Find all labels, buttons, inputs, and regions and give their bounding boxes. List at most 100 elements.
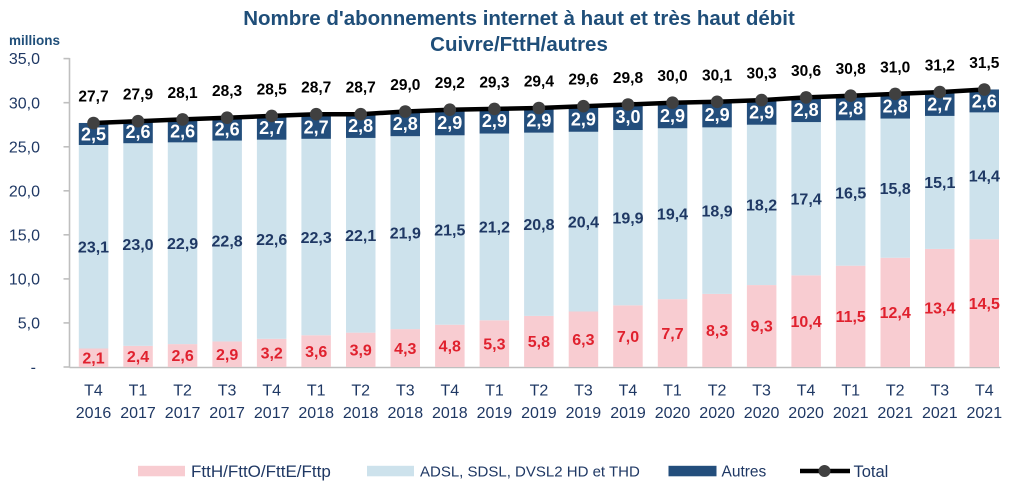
svg-text:T1: T1 [307,383,326,400]
svg-text:4,8: 4,8 [439,339,461,356]
svg-text:T4: T4 [262,383,281,400]
svg-text:T2: T2 [886,383,905,400]
svg-text:2,8: 2,8 [838,98,863,118]
svg-text:T1: T1 [841,383,860,400]
svg-text:31,0: 31,0 [880,59,910,76]
svg-text:29,8: 29,8 [613,70,644,87]
svg-text:8,3: 8,3 [706,323,728,340]
svg-text:20,8: 20,8 [523,217,554,234]
svg-text:18,2: 18,2 [746,198,777,215]
svg-text:2020: 2020 [744,405,780,422]
svg-text:2017: 2017 [120,405,156,422]
svg-text:2,4: 2,4 [127,349,149,366]
svg-text:15,1: 15,1 [924,175,955,192]
svg-text:2019: 2019 [566,405,602,422]
svg-text:14,4: 14,4 [969,169,1000,186]
svg-text:6,3: 6,3 [572,332,594,349]
svg-text:30,8: 30,8 [836,61,867,78]
svg-text:2,9: 2,9 [437,113,462,133]
svg-text:19,4: 19,4 [657,206,688,223]
svg-text:29,0: 29,0 [390,77,420,94]
svg-text:2,8: 2,8 [393,114,418,134]
svg-text:2,6: 2,6 [125,122,150,142]
svg-text:30,3: 30,3 [747,66,778,83]
svg-text:30,6: 30,6 [791,63,822,80]
svg-text:2,9: 2,9 [749,102,774,122]
svg-text:T4: T4 [84,383,103,400]
svg-text:27,7: 27,7 [78,89,108,106]
svg-text:28,1: 28,1 [168,85,199,102]
svg-text:7,7: 7,7 [661,326,683,343]
svg-text:27,9: 27,9 [123,87,154,104]
svg-text:2017: 2017 [209,405,245,422]
svg-text:2,6: 2,6 [170,121,195,141]
svg-text:2017: 2017 [254,405,290,422]
svg-text:3,0: 3,0 [615,107,640,127]
svg-text:22,6: 22,6 [256,232,287,249]
svg-text:T4: T4 [440,383,459,400]
svg-text:2021: 2021 [967,405,1003,422]
svg-text:ADSL, SDSL, DVSL2 HD et THD: ADSL, SDSL, DVSL2 HD et THD [420,463,640,480]
svg-text:2018: 2018 [432,405,468,422]
svg-text:T2: T2 [530,383,549,400]
svg-text:2,8: 2,8 [883,97,908,117]
svg-text:14,5: 14,5 [969,296,1000,313]
svg-text:22,8: 22,8 [212,234,243,251]
svg-text:22,9: 22,9 [167,236,198,253]
svg-text:17,4: 17,4 [791,191,822,208]
svg-text:2,9: 2,9 [705,105,730,125]
svg-text:T4: T4 [619,383,638,400]
svg-text:-: - [31,360,36,377]
svg-text:22,3: 22,3 [301,230,332,247]
svg-text:28,7: 28,7 [301,80,331,97]
svg-text:2020: 2020 [655,405,691,422]
svg-text:31,2: 31,2 [925,58,955,75]
svg-text:31,5: 31,5 [969,55,1000,72]
svg-text:5,0: 5,0 [18,316,40,333]
svg-text:2020: 2020 [699,405,735,422]
svg-text:2,6: 2,6 [171,348,193,365]
svg-text:29,2: 29,2 [435,75,465,92]
svg-text:T1: T1 [129,383,148,400]
svg-text:2,1: 2,1 [82,350,104,367]
svg-text:20,0: 20,0 [9,183,40,200]
svg-text:T3: T3 [396,383,415,400]
svg-text:22,1: 22,1 [345,228,376,245]
svg-text:T2: T2 [173,383,192,400]
svg-text:2021: 2021 [833,405,869,422]
svg-text:21,9: 21,9 [390,225,421,242]
svg-text:2,9: 2,9 [571,109,596,129]
svg-text:29,3: 29,3 [479,74,510,91]
svg-text:9,3: 9,3 [750,319,772,336]
svg-text:10,0: 10,0 [9,272,40,289]
svg-text:T2: T2 [708,383,727,400]
svg-text:2,9: 2,9 [526,110,551,130]
svg-text:18,9: 18,9 [702,203,733,220]
svg-text:3,9: 3,9 [350,343,372,360]
svg-text:T2: T2 [351,383,370,400]
svg-text:2021: 2021 [922,405,958,422]
svg-text:20,4: 20,4 [568,214,599,231]
svg-text:2019: 2019 [521,405,557,422]
svg-text:2019: 2019 [610,405,646,422]
svg-text:2,6: 2,6 [972,91,997,111]
svg-text:T3: T3 [574,383,593,400]
svg-text:2016: 2016 [76,405,112,422]
svg-text:15,0: 15,0 [9,227,40,244]
svg-text:13,4: 13,4 [924,301,955,318]
svg-text:2,9: 2,9 [482,111,507,131]
svg-text:Cuivre/FttH/autres: Cuivre/FttH/autres [430,33,608,56]
svg-text:2017: 2017 [165,405,201,422]
svg-text:29,6: 29,6 [568,72,599,89]
svg-text:T4: T4 [975,383,994,400]
svg-text:3,2: 3,2 [261,346,283,363]
svg-text:15,8: 15,8 [880,181,911,198]
svg-text:29,4: 29,4 [524,74,555,91]
svg-text:30,1: 30,1 [702,67,733,84]
svg-text:2018: 2018 [388,405,424,422]
svg-text:2019: 2019 [477,405,513,422]
svg-text:28,3: 28,3 [212,83,243,100]
svg-text:21,5: 21,5 [434,223,465,240]
svg-text:28,7: 28,7 [346,80,376,97]
svg-text:T1: T1 [485,383,504,400]
